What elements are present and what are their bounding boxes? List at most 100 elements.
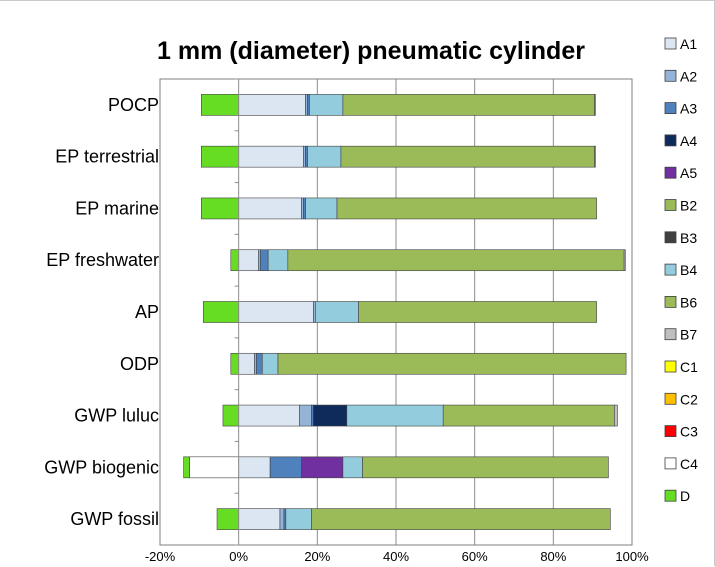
bar-segment-d	[183, 456, 190, 479]
plot-area-frame	[159, 78, 633, 546]
bar-segment-b7	[594, 145, 596, 168]
bar-segment-a1	[238, 197, 302, 220]
x-tick-labels: -20% 0% 20% 40% 60% 80% 100%	[145, 549, 649, 564]
bar-segment-b4	[346, 404, 444, 427]
bar-segment-a1	[238, 404, 300, 427]
legend-swatch-d	[664, 489, 677, 502]
chart-title: 1 mm (diameter) pneumatic cylinder	[157, 37, 585, 65]
legend-label: B2	[680, 198, 697, 214]
legend-label: A4	[680, 133, 697, 149]
legend-swatch-b6	[664, 295, 677, 308]
category-label: ODP	[120, 354, 159, 374]
bar-segment-d	[201, 145, 239, 168]
legend-label: B7	[680, 327, 697, 343]
bar-segment-a1	[238, 145, 304, 168]
bar-segment-a1	[238, 94, 306, 116]
bar-segment-d	[201, 197, 239, 220]
legend-swatch-a4	[664, 134, 677, 147]
bar-segment-b7	[623, 249, 626, 272]
bar-segment-a1	[238, 249, 259, 272]
legend-label: C1	[680, 359, 698, 375]
bar-segment-a5	[301, 456, 344, 479]
bar-segment-b6	[442, 404, 615, 427]
bar-segment-b4	[305, 197, 338, 220]
legend-swatch-a3	[664, 102, 677, 114]
bar-segment-a2	[299, 404, 312, 427]
bar-segment-a1	[238, 456, 271, 479]
category-labels: POCP EP terrestrial EP marine EP freshwater…	[44, 95, 159, 529]
bar-segment-b6	[358, 301, 597, 323]
bar-segment-b4	[309, 94, 344, 116]
legend: A1 A2 A3 A4 A5 B2 B3 B4 B6 B7 C1 C2 C3 C4 D	[664, 36, 698, 504]
legend-swatch-b3	[664, 231, 677, 244]
bar-segment-d	[201, 94, 239, 116]
x-tick-label: 80%	[540, 549, 566, 564]
bar-segment-a3	[259, 249, 269, 272]
category-label: GWP luluc	[74, 406, 159, 426]
bar-segment-c4	[189, 456, 239, 479]
bars-layer	[183, 94, 627, 530]
legend-label: C2	[680, 391, 698, 407]
bar-segment-a1	[238, 301, 314, 323]
bar-segment-d	[216, 508, 239, 530]
bar-segment-d	[230, 249, 239, 272]
legend-label: C4	[680, 456, 698, 472]
bar-segment-d	[222, 404, 239, 427]
bar-segment-b6	[340, 145, 595, 168]
category-label: EP freshwater	[46, 250, 159, 270]
category-label: POCP	[108, 95, 159, 115]
legend-swatch-b4	[664, 263, 677, 276]
x-tick-label: 100%	[615, 549, 649, 564]
category-label: EP marine	[75, 198, 159, 218]
x-tick-label: -20%	[145, 549, 176, 564]
bar-segment-b7	[594, 94, 596, 116]
bar-segment-b7	[613, 404, 618, 427]
category-label: EP terrestrial	[55, 147, 159, 167]
legend-label: B6	[680, 294, 697, 310]
bar-segment-a2	[279, 508, 285, 530]
legend-label: B4	[680, 262, 697, 278]
bar-segment-b4	[315, 301, 359, 323]
bar-segment-a1	[238, 508, 281, 530]
x-tick-label: 60%	[462, 549, 488, 564]
legend-swatch-c2	[664, 392, 677, 405]
bar-segment-b4	[267, 249, 289, 272]
legend-swatch-c3	[664, 425, 677, 438]
category-label: AP	[135, 302, 159, 322]
legend-label: C3	[680, 424, 698, 440]
legend-label: A2	[680, 68, 697, 84]
bar-segment-b4	[261, 352, 279, 375]
axis-layer	[234, 78, 240, 546]
legend-swatch-a1	[664, 37, 677, 50]
bar-segment-b6	[277, 352, 627, 375]
legend-swatch-a2	[664, 69, 677, 82]
legend-swatch-b2	[664, 199, 677, 211]
legend-label: D	[680, 488, 690, 504]
bar-segment-a3	[256, 352, 263, 375]
bar-segment-d	[202, 301, 239, 323]
bar-segment-b6	[311, 508, 611, 530]
bar-segment-b6	[336, 197, 597, 220]
legend-label: A3	[680, 101, 697, 117]
bar-segment-b4	[342, 456, 363, 479]
x-tick-label: 0%	[229, 549, 248, 564]
bar-segment-d	[230, 352, 239, 375]
legend-swatch-a5	[664, 166, 677, 179]
x-tick-label: 40%	[383, 549, 409, 564]
legend-label: B3	[680, 230, 697, 246]
legend-label: A1	[680, 36, 697, 52]
bar-segment-a1	[238, 352, 255, 375]
bar-segment-b4	[307, 145, 342, 168]
bar-segment-b6	[287, 249, 625, 272]
bar-segment-b4	[285, 508, 312, 530]
legend-swatch-b7	[664, 328, 677, 341]
legend-label: A5	[680, 165, 697, 181]
bar-segment-b6	[362, 456, 609, 479]
legend-swatch-c1	[664, 360, 677, 373]
bar-segment-b6	[342, 94, 595, 116]
category-label: GWP fossil	[70, 509, 159, 529]
legend-swatch-c4	[664, 457, 677, 470]
bar-segment-a3	[269, 456, 302, 479]
